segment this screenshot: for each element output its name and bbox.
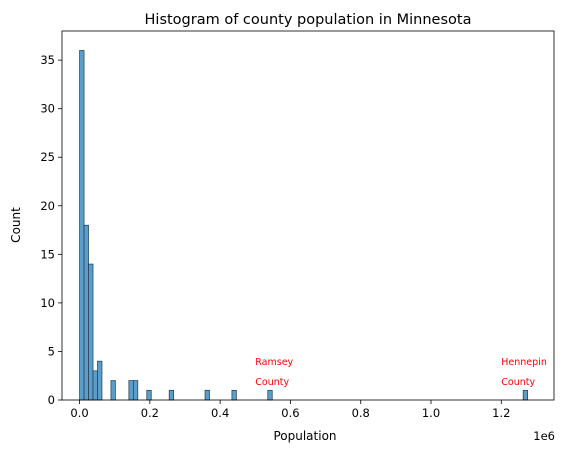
histogram-bar-10	[204, 389, 210, 401]
y-tick-label: 15	[40, 247, 55, 261]
x-tick-label: 0.6	[281, 406, 299, 420]
histogram-bar-6	[128, 380, 134, 401]
histogram-bar-0	[79, 50, 85, 401]
y-tick-label: 10	[40, 296, 55, 310]
y-axis: 0 5 10 15 20 25 30 35	[40, 53, 62, 407]
histogram-bar-7	[132, 380, 139, 401]
histogram-bar-12	[267, 389, 273, 401]
y-axis-label: Count	[9, 207, 23, 243]
x-tick-label: 0.2	[141, 406, 159, 420]
x-axis: 0.0 0.2 0.4 0.6 0.8 1.0 1.2	[70, 400, 510, 420]
histogram-bars	[79, 50, 528, 401]
histogram-bar-11	[231, 389, 237, 401]
annotation-label: Ramsey	[255, 357, 293, 368]
y-tick-label: 35	[40, 53, 55, 67]
x-tick-label: 1.2	[492, 406, 510, 420]
y-tick-label: 0	[48, 393, 55, 407]
y-tick-label: 20	[40, 199, 55, 213]
annotation-label: Hennepin	[501, 357, 547, 368]
plot-frame	[61, 30, 555, 401]
annotation-label: County	[501, 377, 535, 388]
histogram-bar-2	[88, 263, 94, 401]
histogram-bar-4	[97, 360, 103, 401]
y-tick-label: 25	[40, 150, 55, 164]
chart-title: Histogram of county population in Minnes…	[145, 12, 472, 28]
histogram-bar-1	[83, 224, 89, 401]
histogram-bar-13	[522, 389, 528, 401]
histogram-bar-5	[110, 380, 116, 401]
y-tick-label: 30	[40, 102, 55, 116]
x-axis-label: Population	[273, 429, 336, 443]
x-tick-label: 1.0	[422, 406, 440, 420]
x-tick-label: 0.8	[352, 406, 370, 420]
annotation-label: County	[255, 377, 289, 388]
annotations: Ramsey County Hennepin County	[255, 357, 547, 388]
x-axis-offset-label: 1e6	[533, 429, 555, 443]
histogram-bar-8	[146, 389, 152, 401]
histogram-bar-9	[168, 389, 175, 401]
histogram-bar-3	[92, 370, 98, 401]
x-tick-label: 0.4	[211, 406, 229, 420]
x-tick-label: 0.0	[70, 406, 88, 420]
y-tick-label: 5	[48, 344, 55, 358]
